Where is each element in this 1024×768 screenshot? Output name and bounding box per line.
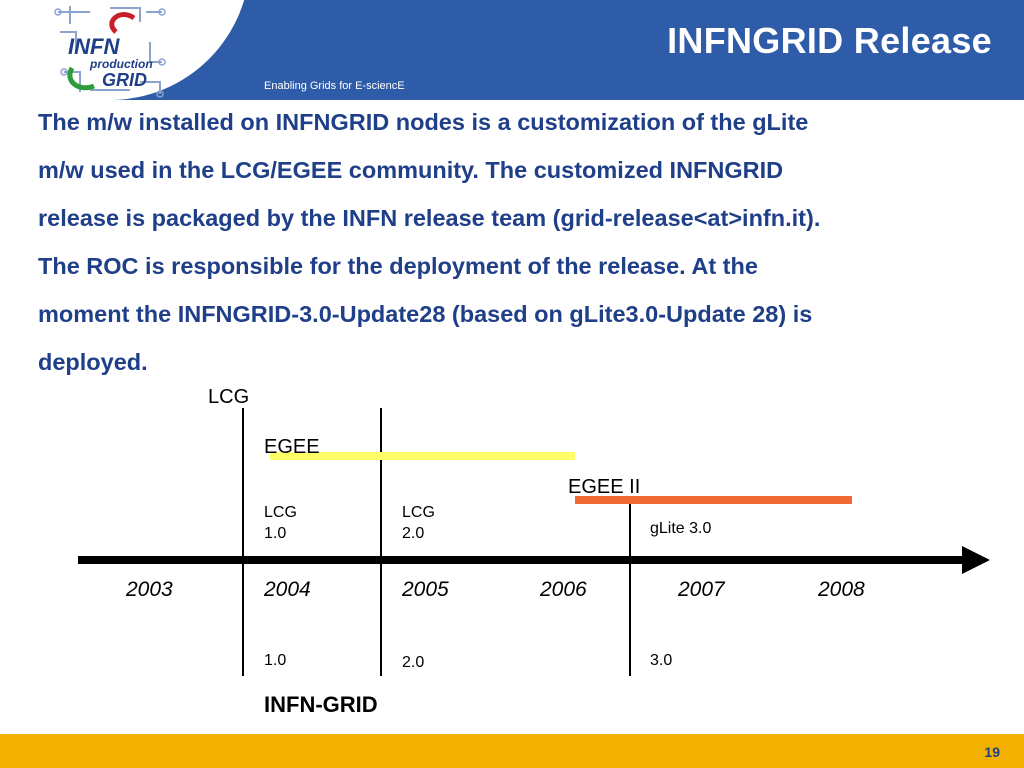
footer-bar: 19 xyxy=(0,734,1024,768)
page-number: 19 xyxy=(984,744,1000,760)
lcg-2-0-name: LCG xyxy=(402,504,435,521)
slide-title: INFNGRID Release xyxy=(667,20,992,61)
lcg-1-0-version: 1.0 xyxy=(264,525,287,542)
logo-text-infn: INFN xyxy=(68,34,120,59)
infngrid-version: 1.0 xyxy=(264,652,287,669)
timeline-arrowhead xyxy=(962,546,990,574)
body-paragraph: The m/w installed on INFNGRID nodes is a… xyxy=(38,98,998,386)
label-lcg-1-0: LCG 1.0 xyxy=(264,502,297,544)
label-egee2: EGEE II xyxy=(568,476,641,498)
logo-text-grid: GRID xyxy=(102,70,147,90)
body-line: moment the INFNGRID-3.0-Update28 (based … xyxy=(38,301,813,327)
body-line: deployed. xyxy=(38,349,148,375)
header-bar: INFN production GRID INFNGRID Release En… xyxy=(0,0,1024,100)
year-label: 2008 xyxy=(818,578,865,601)
label-infn-grid: INFN-GRID xyxy=(264,692,378,717)
label-lcg: LCG xyxy=(208,386,250,408)
infngrid-version: 3.0 xyxy=(650,652,673,669)
infn-grid-logo: INFN production GRID xyxy=(54,6,166,98)
year-label: 2003 xyxy=(126,578,173,601)
body-line: release is packaged by the INFN release … xyxy=(38,205,821,231)
year-label: 2007 xyxy=(678,578,725,601)
year-label: 2004 xyxy=(264,578,311,601)
label-lcg-2-0: LCG 2.0 xyxy=(402,502,435,544)
body-line: m/w used in the LCG/EGEE community. The … xyxy=(38,157,784,183)
year-label: 2006 xyxy=(540,578,587,601)
lcg-2-0-version: 2.0 xyxy=(402,525,425,542)
year-label: 2005 xyxy=(402,578,449,601)
logo-text-production: production xyxy=(89,57,153,71)
body-line: The ROC is responsible for the deploymen… xyxy=(38,253,758,279)
label-egee: EGEE xyxy=(264,436,320,458)
label-glite: gLite 3.0 xyxy=(650,520,712,537)
infngrid-version: 2.0 xyxy=(402,654,425,671)
lcg-1-0-name: LCG xyxy=(264,504,297,521)
header-subtitle: Enabling Grids for E-sciencE xyxy=(264,80,405,92)
body-line: The m/w installed on INFNGRID nodes is a… xyxy=(38,109,809,135)
